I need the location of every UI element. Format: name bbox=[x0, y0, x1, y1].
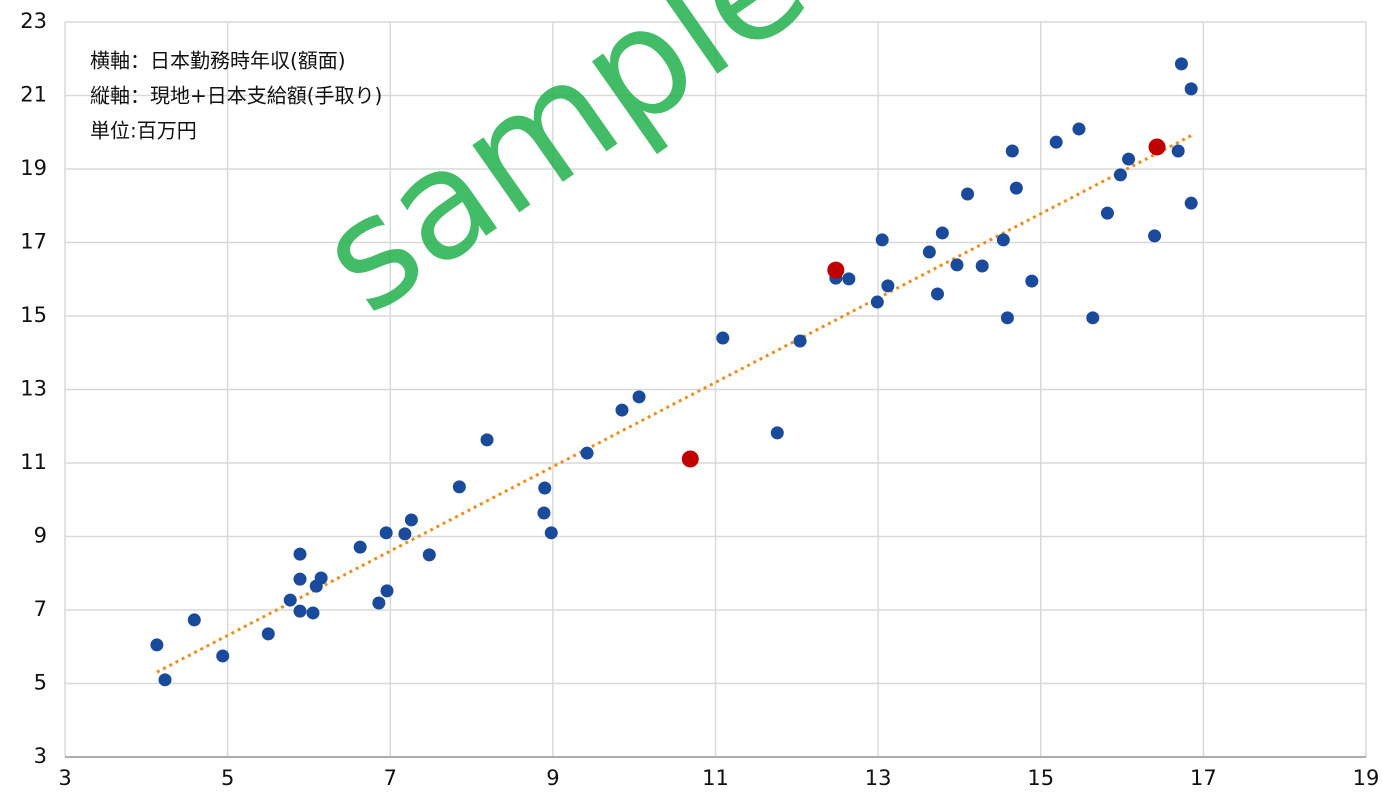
x-tick-label: 15 bbox=[1027, 766, 1054, 790]
data-point bbox=[1171, 144, 1185, 158]
data-point bbox=[1148, 138, 1166, 156]
data-point bbox=[283, 593, 297, 607]
annotation: 縦軸：現地+日本支給額(手取り) bbox=[90, 84, 382, 108]
y-tick-label: 3 bbox=[34, 744, 47, 768]
x-tick-label: 17 bbox=[1190, 766, 1217, 790]
data-point bbox=[261, 627, 275, 641]
data-point bbox=[922, 245, 936, 259]
y-tick-label: 7 bbox=[34, 597, 47, 621]
data-point bbox=[1184, 196, 1198, 210]
data-point bbox=[544, 526, 558, 540]
data-point bbox=[314, 571, 328, 585]
data-point bbox=[996, 233, 1010, 247]
x-tick-label: 7 bbox=[384, 766, 397, 790]
data-point bbox=[293, 547, 307, 561]
y-tick-label: 5 bbox=[34, 671, 47, 695]
data-point bbox=[422, 548, 436, 562]
data-point bbox=[1009, 181, 1023, 195]
y-tick-label: 21 bbox=[20, 83, 47, 107]
data-point bbox=[961, 187, 975, 201]
x-tick-label: 19 bbox=[1353, 766, 1380, 790]
watermark: sample bbox=[290, 0, 837, 347]
data-point bbox=[1184, 82, 1198, 96]
data-point bbox=[150, 638, 164, 652]
data-point bbox=[950, 258, 964, 272]
data-point bbox=[580, 446, 594, 460]
y-tick-label: 17 bbox=[20, 230, 47, 254]
annotation: 横軸：日本勤務時年収(額面) bbox=[90, 49, 346, 73]
data-point bbox=[187, 613, 201, 627]
data-point bbox=[827, 261, 845, 279]
data-point bbox=[975, 259, 989, 273]
data-point bbox=[935, 226, 949, 240]
data-point bbox=[1113, 168, 1127, 182]
data-point bbox=[1025, 274, 1039, 288]
x-tick-label: 11 bbox=[702, 766, 729, 790]
y-tick-label: 9 bbox=[34, 524, 47, 548]
data-point bbox=[930, 287, 944, 301]
data-point bbox=[770, 426, 784, 440]
data-point bbox=[1100, 206, 1114, 220]
data-point bbox=[632, 390, 646, 404]
data-point bbox=[158, 673, 172, 687]
data-point bbox=[306, 606, 320, 620]
data-point bbox=[1005, 144, 1019, 158]
data-point bbox=[681, 450, 699, 468]
data-point bbox=[353, 540, 367, 554]
data-point bbox=[1049, 135, 1063, 149]
trendline bbox=[156, 133, 1194, 674]
data-point bbox=[480, 433, 494, 447]
data-point bbox=[398, 527, 412, 541]
data-point bbox=[216, 649, 230, 663]
data-point bbox=[1086, 311, 1100, 325]
data-point bbox=[452, 480, 466, 494]
y-tick-label: 11 bbox=[20, 450, 47, 474]
data-point bbox=[379, 526, 393, 540]
data-point bbox=[842, 272, 856, 286]
x-tick-label: 3 bbox=[58, 766, 71, 790]
data-point bbox=[1174, 57, 1188, 71]
y-tick-label: 15 bbox=[20, 303, 47, 327]
x-tick-label: 5 bbox=[221, 766, 234, 790]
data-point bbox=[870, 295, 884, 309]
data-point bbox=[293, 572, 307, 586]
data-point bbox=[1072, 122, 1086, 136]
data-point bbox=[380, 584, 394, 598]
data-point bbox=[615, 403, 629, 417]
y-tick-label: 13 bbox=[20, 377, 47, 401]
data-point bbox=[538, 481, 552, 495]
annotation: 単位:百万円 bbox=[90, 119, 197, 143]
y-tick-label: 23 bbox=[20, 9, 47, 33]
data-point bbox=[793, 334, 807, 348]
data-point bbox=[372, 596, 386, 610]
data-point bbox=[881, 279, 895, 293]
x-tick-label: 13 bbox=[865, 766, 892, 790]
data-point bbox=[1000, 311, 1014, 325]
data-point bbox=[1122, 152, 1136, 166]
data-point bbox=[537, 506, 551, 520]
data-point bbox=[293, 604, 307, 618]
data-point bbox=[875, 233, 889, 247]
data-point bbox=[1148, 229, 1162, 243]
data-point bbox=[404, 513, 418, 527]
y-tick-label: 19 bbox=[20, 156, 47, 180]
x-tick-label: 9 bbox=[546, 766, 559, 790]
data-point bbox=[716, 331, 730, 345]
